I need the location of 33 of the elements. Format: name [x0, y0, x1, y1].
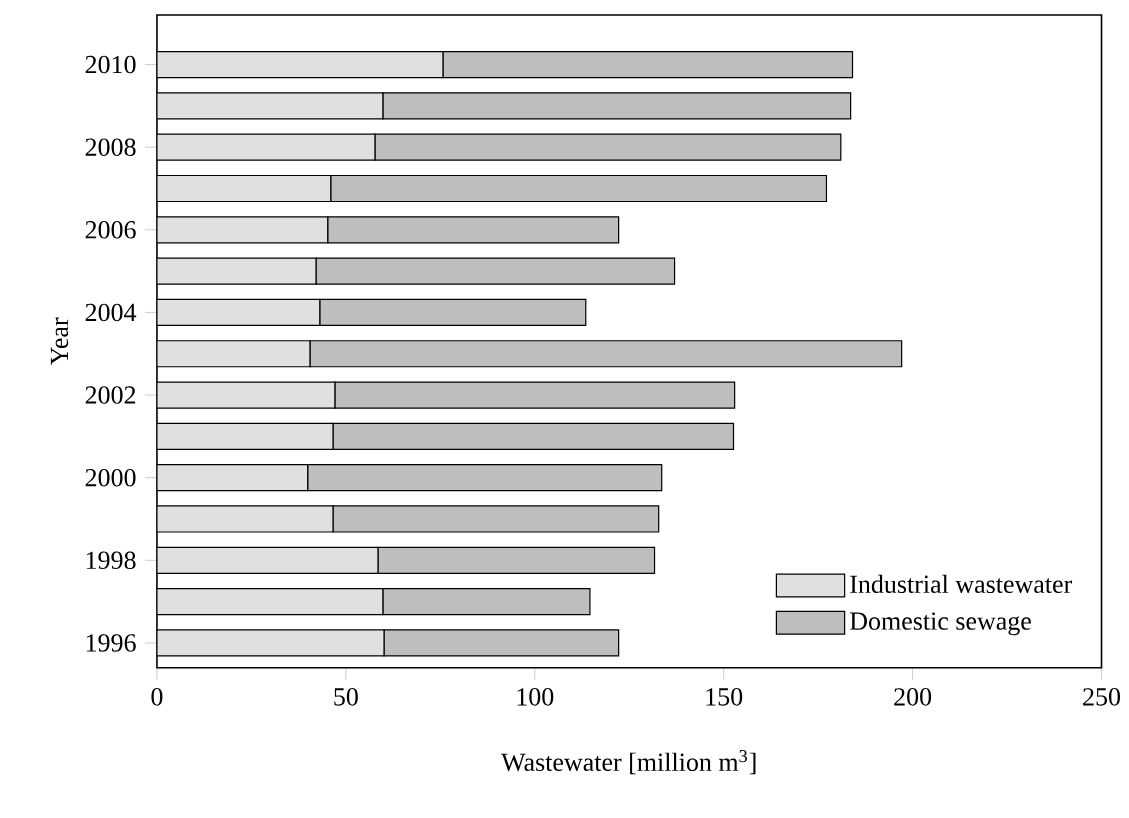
x-tick-label: 0: [151, 688, 163, 706]
bar: [156, 629, 385, 657]
legend-label: Industrial wastewater: [850, 574, 1073, 594]
bar: [156, 257, 317, 285]
y-tick-label: 1998: [86, 551, 136, 570]
x-tick-label: 150: [706, 688, 743, 706]
bar: [156, 588, 384, 616]
bar: [156, 381, 336, 409]
bar: [156, 133, 376, 161]
bar: [156, 464, 309, 492]
bar: [156, 505, 334, 533]
bar: [156, 51, 444, 79]
legend-label: Domestic sewage: [850, 612, 1031, 636]
bar: [156, 175, 332, 203]
bar: [156, 216, 329, 244]
x-axis-title: Wastewater [million m$^{3}$]: [501, 750, 756, 775]
x-tick-label: 250: [1083, 688, 1121, 706]
y-tick-label: 2000: [85, 469, 136, 487]
y-tick-label: 2010: [85, 55, 136, 74]
y-tick-label: 1996: [86, 634, 136, 652]
y-tick-label: 2006: [85, 221, 136, 239]
bar: [156, 299, 321, 327]
y-tick-label: 2008: [85, 138, 136, 157]
bar: [156, 340, 311, 368]
bar: [156, 422, 334, 451]
y-tick-label: 2004: [85, 303, 137, 322]
bar: [156, 92, 384, 120]
y-tick-label: 2002: [85, 386, 136, 404]
x-tick-label: 100: [517, 688, 554, 706]
x-tick-label: 50: [334, 688, 358, 706]
x-tick-label: 200: [894, 688, 932, 706]
y-axis-title: Year: [50, 317, 69, 366]
bar: [156, 546, 379, 575]
